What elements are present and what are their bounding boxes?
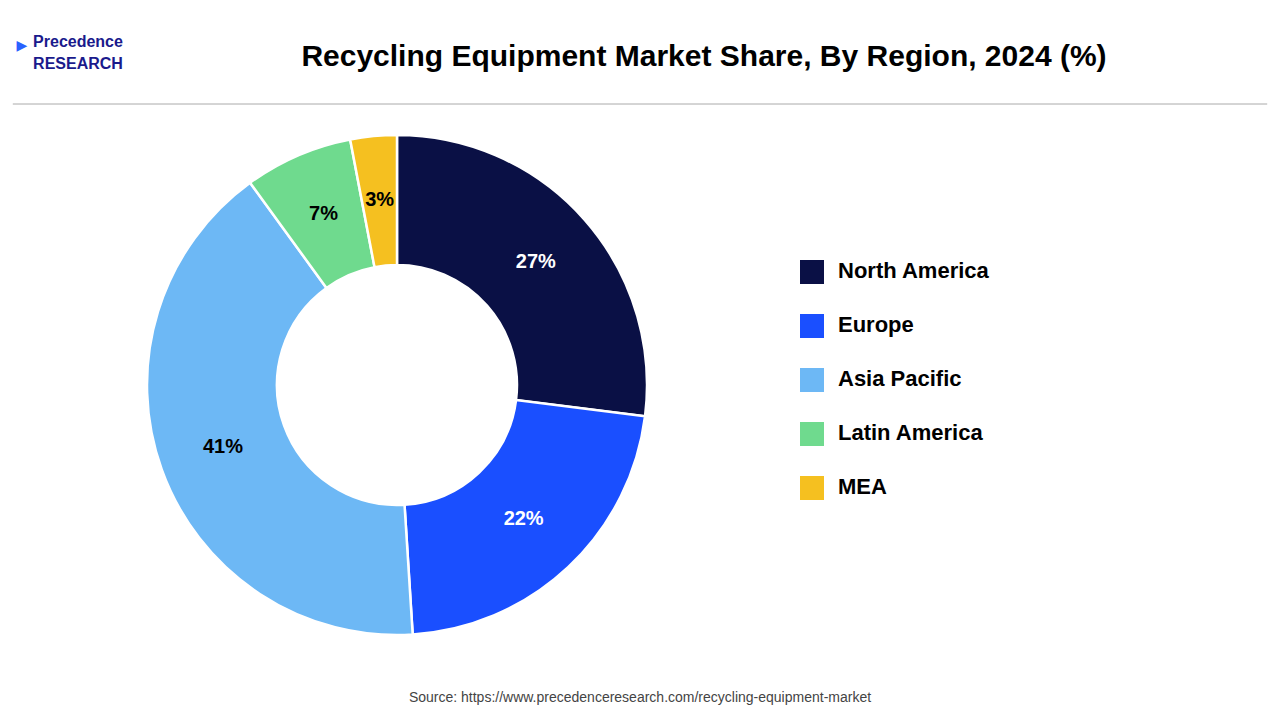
source-text: Source: https://www.precedenceresearch.c…	[409, 689, 871, 705]
data-labels: 27% 22% 41% 7% 3%	[203, 188, 556, 529]
legend-item: Latin America	[800, 420, 983, 446]
legend: North America Europe Asia Pacific Latin Ame…	[800, 258, 990, 500]
donut-slice	[405, 400, 645, 634]
legend-item: Asia Pacific	[800, 366, 962, 392]
donut-slice	[350, 135, 397, 267]
donut-group	[147, 135, 647, 635]
legend-label: Asia Pacific	[838, 366, 962, 391]
legend-swatch	[800, 476, 824, 500]
logo-icon-line: ▶	[17, 37, 28, 53]
data-label: 3%	[365, 188, 394, 210]
background	[0, 0, 1280, 720]
source-text-line: Source: https://www.precedenceresearch.c…	[409, 689, 871, 705]
data-label: 41%	[203, 435, 243, 457]
legend-swatch	[800, 368, 824, 392]
legend-item: North America	[800, 258, 990, 284]
legend-swatch	[800, 314, 824, 338]
data-label: 27%	[516, 250, 556, 272]
logo-text: Precedence RESEARCH	[33, 33, 123, 72]
data-label: 7%	[309, 202, 338, 224]
chart-title: Recycling Equipment Market Share, By Reg…	[301, 39, 1106, 72]
legend-label: Europe	[838, 312, 914, 337]
chart-svg: Recycling Equipment Market Share, By Reg…	[0, 0, 1280, 720]
logo-text-line: Precedence	[33, 33, 123, 50]
donut-slice	[397, 135, 647, 416]
legend-item: Europe	[800, 312, 914, 338]
legend-label: Latin America	[838, 420, 983, 445]
data-label: 22%	[504, 507, 544, 529]
legend-swatch	[800, 422, 824, 446]
logo-text-line: RESEARCH	[33, 55, 123, 72]
logo-icon: ▶	[17, 37, 28, 53]
legend-item: MEA	[800, 474, 887, 500]
legend-label: North America	[838, 258, 990, 283]
legend-label: MEA	[838, 474, 887, 499]
divider-line	[13, 104, 1267, 105]
legend-swatch	[800, 260, 824, 284]
